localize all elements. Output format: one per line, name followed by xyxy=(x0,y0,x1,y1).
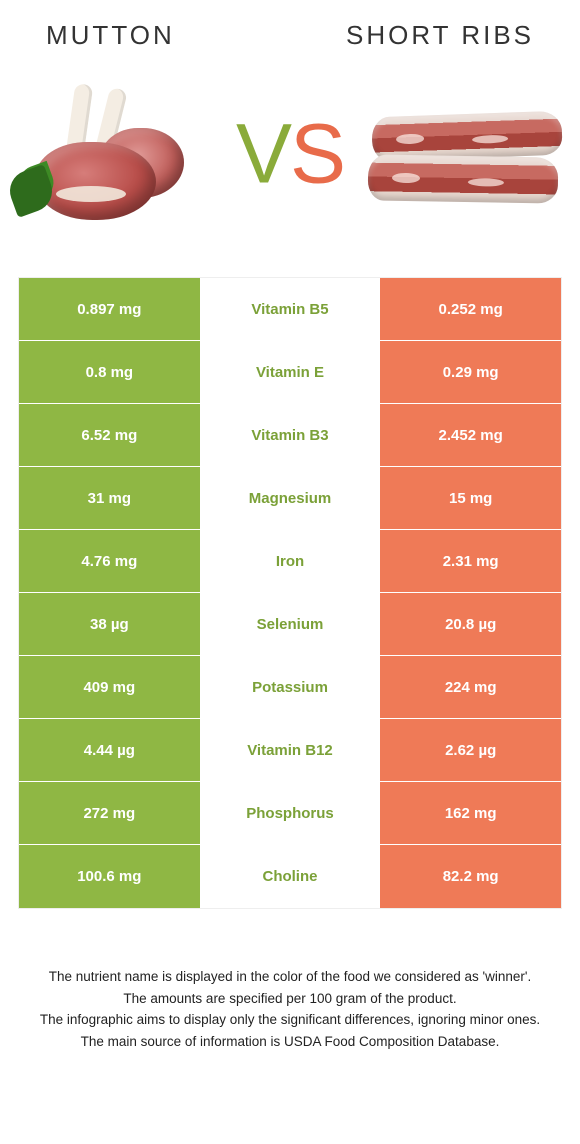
nutrient-name: Iron xyxy=(200,530,381,592)
title-right: SHORT RIBS xyxy=(346,20,534,51)
nutrient-name: Magnesium xyxy=(200,467,381,529)
table-row: 0.897 mgVitamin B50.252 mg xyxy=(19,278,561,341)
value-left: 31 mg xyxy=(19,467,200,529)
hero-comparison: VS xyxy=(18,65,562,255)
nutrient-table: 0.897 mgVitamin B50.252 mg0.8 mgVitamin … xyxy=(18,277,562,909)
value-right: 82.2 mg xyxy=(380,845,561,908)
value-left: 4.76 mg xyxy=(19,530,200,592)
value-right: 2.62 µg xyxy=(380,719,561,781)
footer-notes: The nutrient name is displayed in the co… xyxy=(18,967,562,1051)
footer-line: The amounts are specified per 100 gram o… xyxy=(32,989,548,1009)
value-left: 38 µg xyxy=(19,593,200,655)
value-right: 162 mg xyxy=(380,782,561,844)
value-right: 224 mg xyxy=(380,656,561,718)
footer-line: The nutrient name is displayed in the co… xyxy=(32,967,548,987)
value-left: 409 mg xyxy=(19,656,200,718)
table-row: 4.44 µgVitamin B122.62 µg xyxy=(19,719,561,782)
value-left: 272 mg xyxy=(19,782,200,844)
table-row: 0.8 mgVitamin E0.29 mg xyxy=(19,341,561,404)
value-left: 100.6 mg xyxy=(19,845,200,908)
value-left: 0.8 mg xyxy=(19,341,200,403)
table-row: 6.52 mgVitamin B32.452 mg xyxy=(19,404,561,467)
table-row: 31 mgMagnesium15 mg xyxy=(19,467,561,530)
footer-line: The main source of information is USDA F… xyxy=(32,1032,548,1052)
nutrient-name: Selenium xyxy=(200,593,381,655)
value-right: 2.452 mg xyxy=(380,404,561,466)
value-right: 20.8 µg xyxy=(380,593,561,655)
table-row: 38 µgSelenium20.8 µg xyxy=(19,593,561,656)
short-ribs-illustration xyxy=(368,100,568,220)
nutrient-name: Phosphorus xyxy=(200,782,381,844)
value-right: 0.29 mg xyxy=(380,341,561,403)
nutrient-name: Vitamin B3 xyxy=(200,404,381,466)
value-right: 15 mg xyxy=(380,467,561,529)
value-right: 2.31 mg xyxy=(380,530,561,592)
nutrient-name: Vitamin B5 xyxy=(200,278,381,340)
title-left: MUTTON xyxy=(46,20,175,51)
title-row: MUTTON SHORT RIBS xyxy=(18,20,562,65)
infographic-container: MUTTON SHORT RIBS VS 0.897 mgVitamin B50… xyxy=(0,0,580,1063)
vs-v: V xyxy=(236,107,290,201)
nutrient-name: Vitamin B12 xyxy=(200,719,381,781)
nutrient-name: Potassium xyxy=(200,656,381,718)
value-left: 6.52 mg xyxy=(19,404,200,466)
value-left: 4.44 µg xyxy=(19,719,200,781)
vs-label: VS xyxy=(236,106,344,203)
table-row: 409 mgPotassium224 mg xyxy=(19,656,561,719)
mutton-illustration xyxy=(12,90,192,230)
table-row: 272 mgPhosphorus162 mg xyxy=(19,782,561,845)
nutrient-name: Vitamin E xyxy=(200,341,381,403)
footer-line: The infographic aims to display only the… xyxy=(32,1010,548,1030)
nutrient-name: Choline xyxy=(200,845,381,908)
table-row: 4.76 mgIron2.31 mg xyxy=(19,530,561,593)
value-left: 0.897 mg xyxy=(19,278,200,340)
value-right: 0.252 mg xyxy=(380,278,561,340)
vs-s: S xyxy=(290,107,344,201)
table-row: 100.6 mgCholine82.2 mg xyxy=(19,845,561,908)
